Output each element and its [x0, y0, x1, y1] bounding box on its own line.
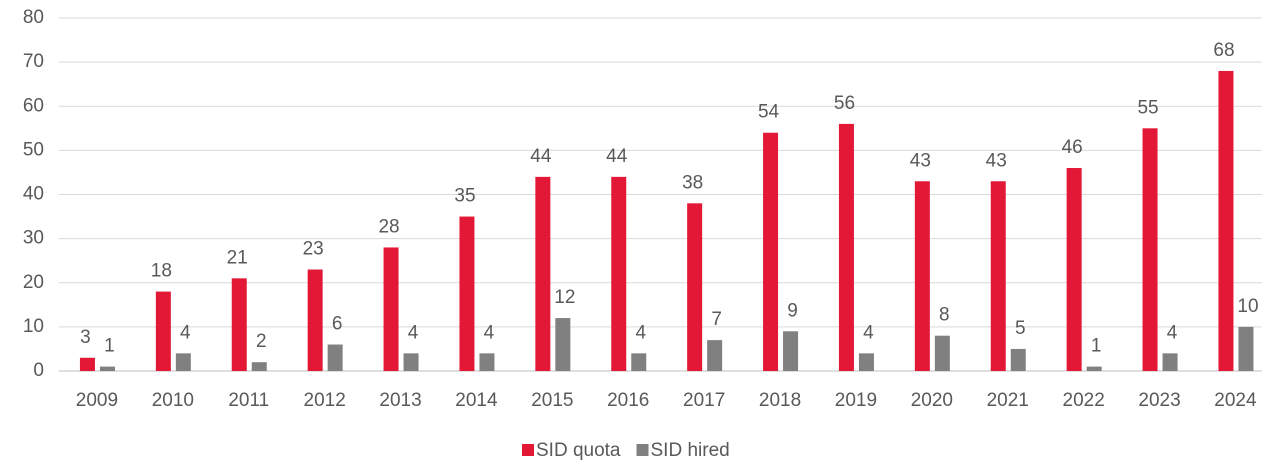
data-label: 12: [554, 287, 575, 308]
bar: [383, 247, 399, 371]
data-label: 43: [910, 150, 931, 171]
data-label: 9: [787, 300, 798, 321]
bar: [1066, 168, 1082, 371]
data-label: 4: [408, 322, 419, 343]
bar: [251, 362, 267, 371]
data-label: 21: [227, 247, 248, 268]
x-tick-label: 2009: [76, 390, 118, 411]
bar: [535, 176, 551, 371]
legend-swatch: [522, 444, 534, 456]
x-tick-label: 2015: [531, 390, 573, 411]
bar: [307, 269, 323, 371]
data-label: 2: [256, 331, 267, 352]
data-label: 56: [834, 93, 855, 114]
bar: [1142, 128, 1158, 371]
data-label: 4: [863, 322, 874, 343]
x-tick-label: 2024: [1214, 390, 1257, 411]
data-label: 8: [939, 305, 950, 326]
data-label: 3: [80, 327, 91, 348]
y-tick-label: 0: [33, 360, 44, 381]
x-tick-label: 2013: [379, 390, 421, 411]
bar: [934, 335, 950, 371]
bar: [99, 366, 115, 371]
data-label: 4: [635, 322, 646, 343]
bar: [1086, 366, 1102, 371]
y-tick-label: 70: [23, 51, 44, 72]
x-tick-label: 2020: [911, 390, 953, 411]
y-tick-label: 30: [23, 228, 44, 249]
x-tick-label: 2010: [152, 390, 194, 411]
data-label: 10: [1237, 296, 1258, 317]
data-label: 23: [303, 239, 324, 260]
bar: [1162, 353, 1178, 371]
bar: [838, 123, 854, 372]
data-label: 55: [1137, 97, 1158, 118]
data-label: 1: [1091, 336, 1102, 357]
bar: [1238, 326, 1254, 371]
y-tick-label: 60: [23, 95, 44, 116]
legend-swatch: [636, 444, 649, 456]
x-tick-label: 2011: [228, 390, 269, 411]
x-tick-label: 2016: [607, 390, 649, 411]
bar: [79, 357, 95, 371]
bar: [231, 278, 247, 371]
y-tick-label: 50: [23, 139, 44, 160]
bar: [459, 216, 475, 371]
data-label: 43: [986, 150, 1007, 171]
y-tick-label: 80: [23, 7, 44, 28]
bar: [707, 340, 723, 371]
x-tick-label: 2023: [1138, 390, 1180, 411]
x-tick-label: 2019: [835, 390, 877, 411]
legend-label: SID quota: [536, 440, 621, 461]
x-tick-label: 2021: [987, 390, 1029, 411]
x-tick-label: 2022: [1063, 390, 1105, 411]
y-tick-label: 20: [23, 272, 44, 293]
bar: [687, 203, 703, 371]
bar: [631, 353, 647, 371]
data-label: 35: [454, 186, 475, 207]
data-label: 4: [484, 322, 495, 343]
x-tick-label: 2012: [304, 390, 346, 411]
y-tick-label: 10: [23, 316, 44, 337]
bar: [555, 318, 571, 371]
data-label: 28: [378, 216, 399, 237]
data-label: 1: [104, 336, 115, 357]
bar: [914, 181, 930, 371]
data-label: 6: [332, 314, 343, 335]
bar: [175, 353, 191, 371]
data-label: 4: [180, 322, 191, 343]
bar: [1010, 348, 1026, 371]
data-label: 7: [711, 309, 722, 330]
bar: [858, 353, 874, 371]
legend-label: SID hired: [651, 440, 730, 461]
data-label: 38: [682, 172, 703, 193]
bar: [479, 353, 495, 371]
data-label: 5: [1015, 318, 1026, 339]
x-tick-label: 2018: [759, 390, 801, 411]
bar: [763, 132, 779, 371]
bar: [783, 331, 799, 371]
bar: [155, 291, 171, 371]
data-label: 46: [1062, 137, 1083, 158]
bar: [403, 353, 419, 371]
y-tick-label: 40: [23, 184, 44, 205]
x-tick-label: 2014: [455, 390, 498, 411]
data-label: 44: [530, 146, 552, 167]
bar: [1218, 70, 1234, 371]
data-label: 4: [1167, 322, 1178, 343]
data-label: 44: [606, 146, 628, 167]
bar: [327, 344, 343, 371]
data-label: 54: [758, 102, 780, 123]
x-tick-label: 2017: [683, 390, 725, 411]
data-label: 68: [1213, 40, 1234, 61]
data-label: 18: [151, 261, 172, 282]
bar: [990, 181, 1006, 371]
bar: [611, 176, 627, 371]
